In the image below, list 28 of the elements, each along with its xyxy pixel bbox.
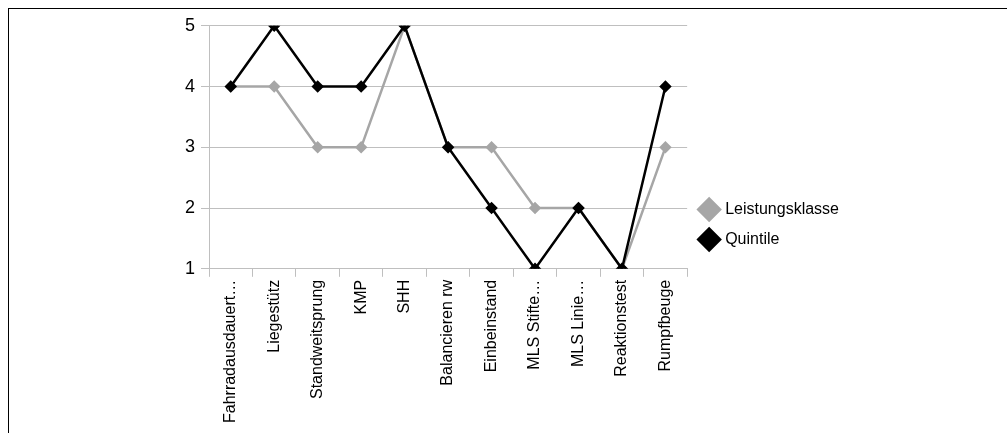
y-tick-label: 4 — [185, 75, 196, 96]
x-tick-label: MLS Linie… — [568, 279, 586, 367]
x-tick-label: Liegestütz — [264, 279, 282, 353]
point — [659, 141, 672, 154]
y-tick-label: 5 — [185, 14, 196, 35]
x-tick-label: Reaktionstest — [612, 279, 630, 377]
point — [485, 202, 498, 214]
x-tick-label: MLS Stifte… — [525, 279, 543, 370]
point — [659, 80, 672, 93]
point — [311, 80, 324, 93]
point — [485, 141, 498, 154]
point — [355, 141, 367, 154]
y-tick-label: 2 — [185, 197, 196, 218]
y-tick-label: 3 — [185, 136, 196, 157]
x-tick-label: Einbeinstand — [481, 279, 499, 373]
x-tick-label: Fahrradausdauert… — [221, 279, 239, 423]
legend-label: Quintile — [725, 229, 780, 247]
x-tick-label: Rumpfbeuge — [655, 279, 673, 372]
point — [311, 141, 324, 154]
point — [529, 202, 541, 214]
x-tick-label: Standweitsprung — [308, 279, 326, 399]
point — [268, 80, 280, 93]
y-tick-label: 1 — [185, 257, 196, 278]
x-tick-label: KMP — [351, 279, 369, 315]
x-tick-label: SHH — [395, 279, 413, 314]
point — [355, 80, 367, 93]
legend-label: Leistungsklasse — [725, 199, 840, 217]
x-tick-label: Balancieren rw — [438, 279, 456, 386]
